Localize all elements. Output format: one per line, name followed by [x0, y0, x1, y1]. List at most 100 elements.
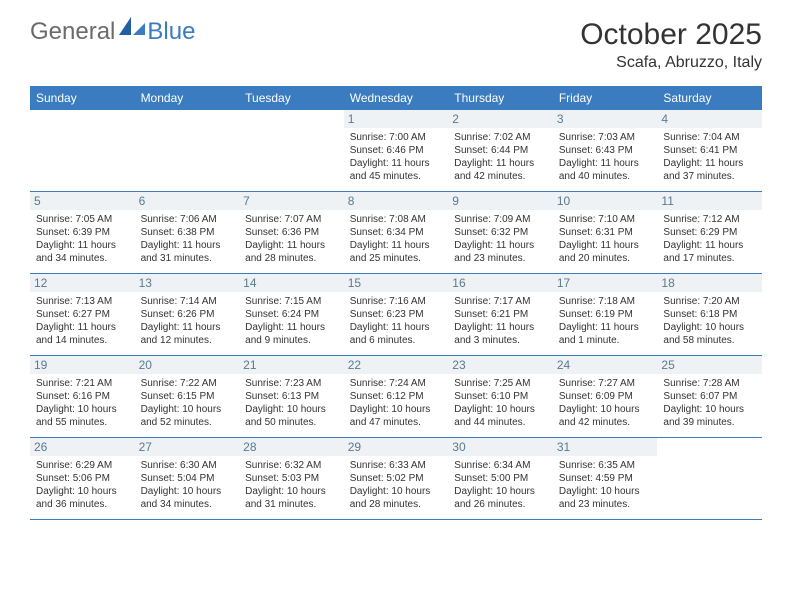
- sunrise-line: Sunrise: 7:13 AM: [36, 295, 129, 308]
- day-cell: 25Sunrise: 7:28 AMSunset: 6:07 PMDayligh…: [657, 356, 762, 437]
- sunset-line: Sunset: 6:24 PM: [245, 308, 338, 321]
- sunrise-line: Sunrise: 6:35 AM: [559, 459, 652, 472]
- sunset-line: Sunset: 6:36 PM: [245, 226, 338, 239]
- daylight-line-2: and 55 minutes.: [36, 416, 129, 429]
- day-cell: 1Sunrise: 7:00 AMSunset: 6:46 PMDaylight…: [344, 110, 449, 191]
- day-number: 7: [239, 192, 344, 210]
- day-number: 21: [239, 356, 344, 374]
- sunset-line: Sunset: 6:26 PM: [141, 308, 234, 321]
- weekday-label: Saturday: [657, 86, 762, 110]
- weekday-label: Tuesday: [239, 86, 344, 110]
- daylight-line-2: and 26 minutes.: [454, 498, 547, 511]
- day-number: 6: [135, 192, 240, 210]
- day-cell: 3Sunrise: 7:03 AMSunset: 6:43 PMDaylight…: [553, 110, 658, 191]
- day-cell: 15Sunrise: 7:16 AMSunset: 6:23 PMDayligh…: [344, 274, 449, 355]
- sunset-line: Sunset: 5:00 PM: [454, 472, 547, 485]
- weeks-container: 1Sunrise: 7:00 AMSunset: 6:46 PMDaylight…: [30, 110, 762, 520]
- daylight-line-2: and 28 minutes.: [245, 252, 338, 265]
- daylight-line-1: Daylight: 10 hours: [454, 485, 547, 498]
- sunset-line: Sunset: 5:03 PM: [245, 472, 338, 485]
- daylight-line-1: Daylight: 10 hours: [559, 403, 652, 416]
- day-cell: 5Sunrise: 7:05 AMSunset: 6:39 PMDaylight…: [30, 192, 135, 273]
- day-cell: 19Sunrise: 7:21 AMSunset: 6:16 PMDayligh…: [30, 356, 135, 437]
- day-cell: 17Sunrise: 7:18 AMSunset: 6:19 PMDayligh…: [553, 274, 658, 355]
- day-number: 26: [30, 438, 135, 456]
- daylight-line-2: and 52 minutes.: [141, 416, 234, 429]
- sunset-line: Sunset: 6:27 PM: [36, 308, 129, 321]
- sunrise-line: Sunrise: 7:16 AM: [350, 295, 443, 308]
- day-number: 31: [553, 438, 658, 456]
- day-number: 2: [448, 110, 553, 128]
- day-cell: 11Sunrise: 7:12 AMSunset: 6:29 PMDayligh…: [657, 192, 762, 273]
- sunset-line: Sunset: 6:13 PM: [245, 390, 338, 403]
- sunset-line: Sunset: 6:15 PM: [141, 390, 234, 403]
- daylight-line-2: and 9 minutes.: [245, 334, 338, 347]
- daylight-line-2: and 58 minutes.: [663, 334, 756, 347]
- sunrise-line: Sunrise: 6:32 AM: [245, 459, 338, 472]
- daylight-line-2: and 34 minutes.: [36, 252, 129, 265]
- sunset-line: Sunset: 6:12 PM: [350, 390, 443, 403]
- daylight-line-2: and 34 minutes.: [141, 498, 234, 511]
- daylight-line-1: Daylight: 11 hours: [350, 239, 443, 252]
- daylight-line-2: and 44 minutes.: [454, 416, 547, 429]
- daylight-line-2: and 50 minutes.: [245, 416, 338, 429]
- sunrise-line: Sunrise: 7:06 AM: [141, 213, 234, 226]
- day-cell: 26Sunrise: 6:29 AMSunset: 5:06 PMDayligh…: [30, 438, 135, 519]
- day-number: 23: [448, 356, 553, 374]
- day-cell: [30, 110, 135, 191]
- day-number: 17: [553, 274, 658, 292]
- day-cell: 29Sunrise: 6:33 AMSunset: 5:02 PMDayligh…: [344, 438, 449, 519]
- sunset-line: Sunset: 6:19 PM: [559, 308, 652, 321]
- daylight-line-1: Daylight: 11 hours: [350, 321, 443, 334]
- daylight-line-2: and 45 minutes.: [350, 170, 443, 183]
- sunset-line: Sunset: 6:46 PM: [350, 144, 443, 157]
- daylight-line-2: and 37 minutes.: [663, 170, 756, 183]
- sunset-line: Sunset: 6:16 PM: [36, 390, 129, 403]
- daylight-line-2: and 3 minutes.: [454, 334, 547, 347]
- header: General Blue October 2025 Scafa, Abruzzo…: [0, 0, 792, 80]
- daylight-line-2: and 42 minutes.: [454, 170, 547, 183]
- daylight-line-2: and 39 minutes.: [663, 416, 756, 429]
- sail-icon: [119, 17, 145, 42]
- day-number: 20: [135, 356, 240, 374]
- day-number: 22: [344, 356, 449, 374]
- sunrise-line: Sunrise: 7:28 AM: [663, 377, 756, 390]
- daylight-line-1: Daylight: 11 hours: [141, 321, 234, 334]
- sunrise-line: Sunrise: 7:27 AM: [559, 377, 652, 390]
- sunrise-line: Sunrise: 6:34 AM: [454, 459, 547, 472]
- day-cell: 7Sunrise: 7:07 AMSunset: 6:36 PMDaylight…: [239, 192, 344, 273]
- day-number: 8: [344, 192, 449, 210]
- sunset-line: Sunset: 6:38 PM: [141, 226, 234, 239]
- sunrise-line: Sunrise: 7:10 AM: [559, 213, 652, 226]
- daylight-line-1: Daylight: 10 hours: [663, 321, 756, 334]
- day-number: 27: [135, 438, 240, 456]
- daylight-line-2: and 12 minutes.: [141, 334, 234, 347]
- sunrise-line: Sunrise: 7:03 AM: [559, 131, 652, 144]
- daylight-line-2: and 28 minutes.: [350, 498, 443, 511]
- day-number: 30: [448, 438, 553, 456]
- weekday-label: Wednesday: [344, 86, 449, 110]
- month-title: October 2025: [580, 18, 762, 52]
- day-number: 19: [30, 356, 135, 374]
- sunrise-line: Sunrise: 7:12 AM: [663, 213, 756, 226]
- daylight-line-1: Daylight: 10 hours: [350, 403, 443, 416]
- daylight-line-1: Daylight: 10 hours: [245, 403, 338, 416]
- day-number: 13: [135, 274, 240, 292]
- weekday-label: Monday: [135, 86, 240, 110]
- sunset-line: Sunset: 6:23 PM: [350, 308, 443, 321]
- day-number: 29: [344, 438, 449, 456]
- sunrise-line: Sunrise: 7:22 AM: [141, 377, 234, 390]
- day-cell: 21Sunrise: 7:23 AMSunset: 6:13 PMDayligh…: [239, 356, 344, 437]
- day-number: 18: [657, 274, 762, 292]
- day-cell: 30 Sunrise: 6:34 AMSunset: 5:00 PMDayligh…: [448, 438, 553, 519]
- daylight-line-2: and 14 minutes.: [36, 334, 129, 347]
- sunset-line: Sunset: 6:09 PM: [559, 390, 652, 403]
- day-cell: [657, 438, 762, 519]
- day-cell: 2Sunrise: 7:02 AMSunset: 6:44 PMDaylight…: [448, 110, 553, 191]
- day-cell: 10Sunrise: 7:10 AMSunset: 6:31 PMDayligh…: [553, 192, 658, 273]
- day-number: 5: [30, 192, 135, 210]
- sunset-line: Sunset: 5:02 PM: [350, 472, 443, 485]
- sunrise-line: Sunrise: 7:25 AM: [454, 377, 547, 390]
- day-cell: 6Sunrise: 7:06 AMSunset: 6:38 PMDaylight…: [135, 192, 240, 273]
- daylight-line-2: and 1 minute.: [559, 334, 652, 347]
